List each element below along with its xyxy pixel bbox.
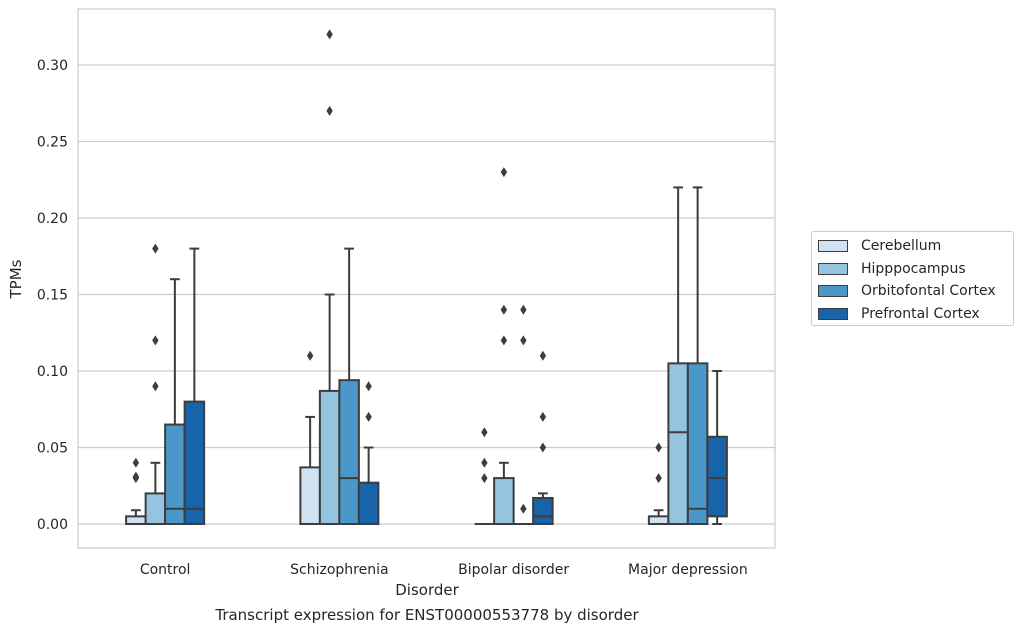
legend-label: Prefrontal Cortex	[861, 305, 980, 322]
outlier-point	[132, 457, 140, 468]
outlier-point	[481, 473, 488, 484]
box-groups	[125, 29, 728, 526]
legend-swatch	[818, 285, 848, 298]
legend-item: Hipppocampus	[818, 258, 1013, 281]
box-body	[144, 492, 167, 525]
box-orbitofontal-cortex	[338, 247, 360, 525]
outlier-point	[152, 381, 159, 392]
outlier-point	[500, 304, 508, 315]
box-orbitofontal-cortex	[686, 186, 709, 525]
box-body	[493, 477, 515, 526]
outlier-point	[655, 473, 662, 484]
box-body	[532, 496, 554, 525]
box-prefrontal-cortex	[183, 247, 206, 526]
legend-label: Hipppocampus	[861, 260, 966, 277]
outlier-point	[306, 350, 314, 361]
legend-swatch	[818, 307, 848, 320]
outlier-point	[539, 411, 547, 422]
legend-swatch	[818, 262, 848, 275]
legend-item: Prefrontal Cortex	[818, 303, 1013, 326]
legend: Cerebellum Hipppocampus Orbitofontal Corte…	[811, 231, 1014, 326]
outlier-point	[520, 304, 527, 315]
x-tick-label: Major depression	[628, 562, 748, 578]
outlier-point	[326, 29, 333, 40]
y-tick-label: 0.10	[37, 364, 68, 380]
outlier-point	[500, 335, 508, 346]
outlier-point	[500, 167, 508, 178]
y-tick-label: 0.25	[37, 135, 68, 151]
box-body	[706, 435, 728, 518]
outlier-point	[365, 381, 372, 392]
outlier-point	[520, 335, 527, 346]
box-cerebellum	[474, 427, 495, 525]
y-tick-label: 0.30	[37, 58, 68, 74]
box-cerebellum	[647, 442, 670, 525]
outlier-point	[365, 411, 372, 422]
outlier-point	[655, 442, 662, 453]
box-body	[647, 515, 670, 525]
box-hipppocampus	[493, 167, 515, 526]
box-orbitofontal-cortex	[513, 304, 534, 525]
box-cerebellum	[125, 457, 147, 525]
box-body	[125, 515, 147, 525]
outlier-point	[481, 427, 488, 438]
y-axis-label: TPMs	[7, 259, 25, 299]
legend-label: Cerebellum	[861, 238, 942, 255]
box-hipppocampus	[144, 243, 167, 525]
plot-frame	[77, 8, 776, 549]
chart-caption: Transcript expression for ENST0000055377…	[215, 606, 639, 624]
legend-item: Cerebellum	[818, 235, 1013, 258]
outlier-point	[481, 457, 488, 468]
x-tick-label: Schizophrenia	[290, 562, 388, 578]
box-body	[299, 466, 321, 526]
axes: 0.00 0.05 0.10 0.15 0.20 0.25 0.30 Control Schiz…	[37, 58, 748, 578]
legend-swatch	[818, 240, 848, 253]
y-tick-label: 0.20	[37, 211, 68, 227]
box-body	[686, 362, 709, 525]
y-tick-label: 0.00	[37, 517, 68, 533]
box-prefrontal-cortex	[706, 370, 728, 525]
legend-label: Orbitofontal Cortex	[861, 283, 996, 300]
outlier-point	[152, 243, 159, 254]
box-body	[667, 362, 689, 525]
box-body	[357, 481, 380, 526]
box-body	[318, 389, 341, 526]
outlier-point	[132, 471, 140, 482]
x-axis-label: Disorder	[395, 581, 459, 599]
box-hipppocampus	[318, 29, 341, 526]
outlier-point	[326, 105, 333, 116]
x-tick-label: Bipolar disorder	[458, 562, 569, 578]
box-prefrontal-cortex	[532, 350, 554, 525]
box-prefrontal-cortex	[357, 381, 380, 526]
outlier-point	[152, 335, 159, 346]
legend-item: Orbitofontal Cortex	[818, 280, 1013, 303]
outlier-point	[539, 442, 547, 453]
outlier-point	[539, 350, 547, 361]
y-tick-label: 0.05	[37, 441, 68, 457]
y-tick-label: 0.15	[37, 288, 68, 304]
outlier-point	[520, 503, 527, 514]
box-orbitofontal-cortex	[164, 278, 186, 525]
x-tick-label: Control	[140, 562, 191, 578]
box-hipppocampus	[667, 186, 689, 525]
box-cerebellum	[299, 350, 321, 526]
box-body	[338, 379, 360, 525]
box-body	[183, 400, 206, 526]
